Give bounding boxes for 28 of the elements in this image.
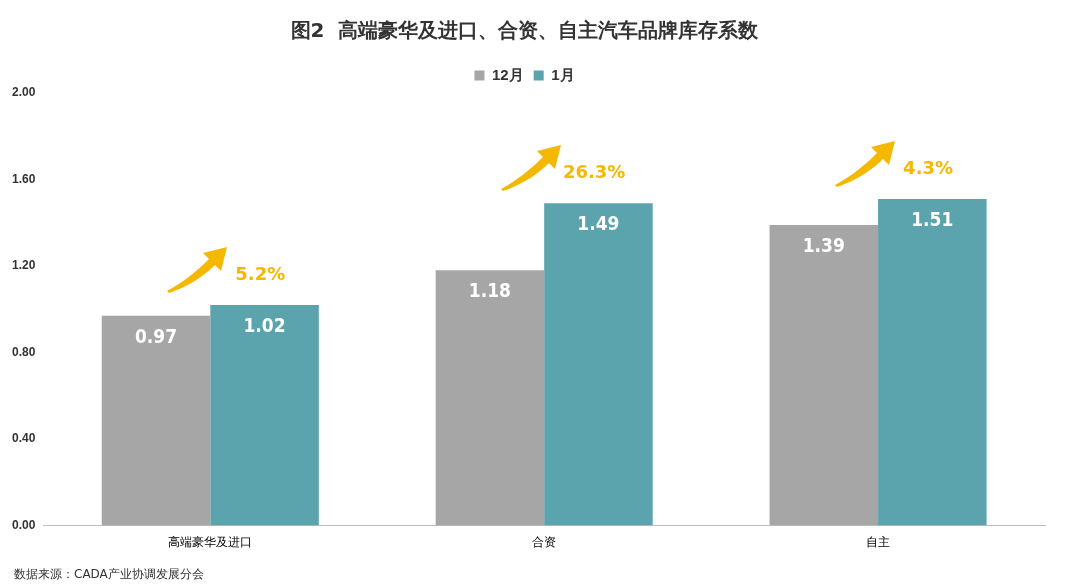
bar — [101, 315, 211, 526]
bar — [878, 198, 987, 526]
y-tick-label: 0.00 — [12, 517, 36, 532]
bar — [769, 224, 879, 526]
bar — [435, 270, 545, 526]
x-tick-label: 高端豪华及进口 — [168, 535, 253, 550]
data-label: 1.18 — [468, 279, 512, 302]
x-tick-label: 合资 — [532, 535, 557, 550]
chart-title: 图2 高端豪华及进口、合资、自主汽车品牌库存系数 — [290, 18, 760, 43]
annotation: 5.2% — [235, 262, 286, 284]
legend-label: 1月 — [551, 65, 575, 83]
bar — [544, 203, 653, 526]
annotation: 26.3% — [562, 160, 626, 182]
data-label: 0.97 — [134, 324, 178, 347]
data-label: 1.02 — [243, 313, 286, 336]
y-tick-label: 0.40 — [12, 431, 36, 446]
bar — [210, 304, 319, 526]
annotation: 4.3% — [903, 156, 954, 178]
data-label: 1.49 — [577, 212, 620, 235]
source-note: 数据来源：CADA产业协调发展分会 — [14, 566, 204, 583]
data-label: 1.39 — [802, 233, 845, 256]
legend-label: 12月 — [491, 65, 524, 83]
data-label: 1.51 — [911, 207, 954, 230]
y-tick-label: 0.80 — [12, 344, 36, 359]
y-tick-label: 2.00 — [12, 85, 36, 100]
x-tick-label: 自主 — [866, 535, 891, 550]
y-tick-label: 1.60 — [12, 171, 36, 186]
y-tick-label: 1.20 — [12, 258, 36, 273]
